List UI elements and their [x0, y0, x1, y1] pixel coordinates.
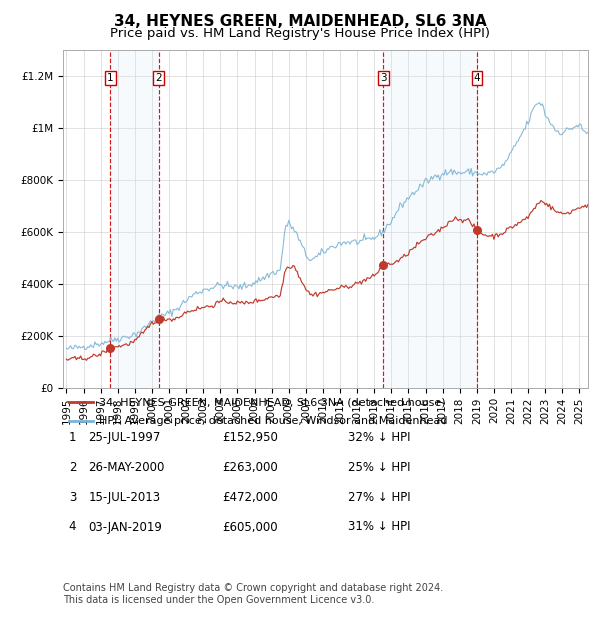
Text: £263,000: £263,000 — [222, 461, 278, 474]
Text: 1: 1 — [69, 432, 76, 444]
Text: 26-MAY-2000: 26-MAY-2000 — [88, 461, 164, 474]
Text: £152,950: £152,950 — [222, 432, 278, 444]
Text: 2: 2 — [155, 73, 162, 83]
Bar — [383, 50, 477, 388]
Text: £605,000: £605,000 — [222, 521, 278, 533]
Text: 3: 3 — [69, 491, 76, 503]
Text: Price paid vs. HM Land Registry's House Price Index (HPI): Price paid vs. HM Land Registry's House … — [110, 27, 490, 40]
Text: 32% ↓ HPI: 32% ↓ HPI — [348, 432, 410, 444]
Text: £472,000: £472,000 — [222, 491, 278, 503]
Text: Contains HM Land Registry data © Crown copyright and database right 2024.: Contains HM Land Registry data © Crown c… — [63, 583, 443, 593]
Text: 03-JAN-2019: 03-JAN-2019 — [88, 521, 162, 533]
Text: 4: 4 — [69, 521, 76, 533]
Bar — [110, 50, 159, 388]
Text: 3: 3 — [380, 73, 387, 83]
Text: HPI: Average price, detached house, Windsor and Maidenhead: HPI: Average price, detached house, Wind… — [98, 417, 447, 427]
Text: 15-JUL-2013: 15-JUL-2013 — [88, 491, 160, 503]
Text: 34, HEYNES GREEN, MAIDENHEAD, SL6 3NA (detached house): 34, HEYNES GREEN, MAIDENHEAD, SL6 3NA (d… — [98, 397, 445, 407]
Text: 2: 2 — [69, 461, 76, 474]
Text: 25% ↓ HPI: 25% ↓ HPI — [348, 461, 410, 474]
Text: 34, HEYNES GREEN, MAIDENHEAD, SL6 3NA: 34, HEYNES GREEN, MAIDENHEAD, SL6 3NA — [113, 14, 487, 29]
Text: 27% ↓ HPI: 27% ↓ HPI — [348, 491, 410, 503]
Text: 1: 1 — [107, 73, 113, 83]
Text: 31% ↓ HPI: 31% ↓ HPI — [348, 521, 410, 533]
Text: 25-JUL-1997: 25-JUL-1997 — [88, 432, 161, 444]
Text: This data is licensed under the Open Government Licence v3.0.: This data is licensed under the Open Gov… — [63, 595, 374, 605]
Text: 4: 4 — [474, 73, 481, 83]
